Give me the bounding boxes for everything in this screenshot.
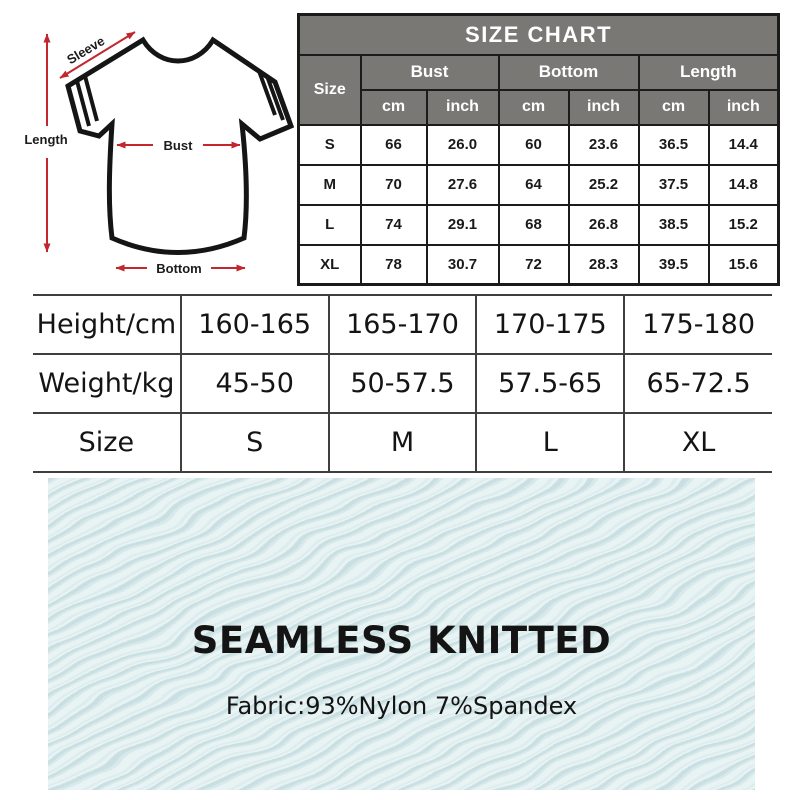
size-cell: L xyxy=(297,203,362,246)
tshirt-outline xyxy=(65,36,295,255)
unit-header: inch xyxy=(425,88,500,126)
value-cell: 37.5 xyxy=(637,163,710,206)
value-cell: 74 xyxy=(359,203,428,246)
size-row-l: L 74 29.1 68 26.8 38.5 15.2 xyxy=(297,203,780,246)
value-cell: L xyxy=(475,413,625,473)
value-cell: 29.1 xyxy=(425,203,500,246)
value-cell: 25.2 xyxy=(567,163,640,206)
value-cell: 38.5 xyxy=(637,203,710,246)
value-cell: 64 xyxy=(497,163,570,206)
bottom-label: Bottom xyxy=(156,261,202,276)
size-column-header: Size xyxy=(297,53,362,126)
value-cell: 27.6 xyxy=(425,163,500,206)
value-cell: 160-165 xyxy=(179,294,329,355)
size-row-m: M 70 27.6 64 25.2 37.5 14.8 xyxy=(297,163,780,206)
left-cuff-stripe-1 xyxy=(75,80,91,127)
value-cell: 30.7 xyxy=(425,243,500,286)
value-cell: 36.5 xyxy=(637,123,710,166)
value-cell: 28.3 xyxy=(567,243,640,286)
right-cuff-stripe-1 xyxy=(265,75,285,121)
value-cell: 15.2 xyxy=(707,203,780,246)
value-cell: 26.8 xyxy=(567,203,640,246)
length-group-header: Length xyxy=(637,53,780,91)
size-row-xl: XL 78 30.7 72 28.3 39.5 15.6 xyxy=(297,243,780,286)
unit-header: inch xyxy=(567,88,640,126)
value-cell: 65-72.5 xyxy=(623,354,772,414)
size-cell: M xyxy=(297,163,362,206)
value-cell: 57.5-65 xyxy=(475,354,625,414)
value-cell: 23.6 xyxy=(567,123,640,166)
value-cell: 78 xyxy=(359,243,428,286)
left-cuff-stripe-2 xyxy=(83,75,99,122)
right-cuff-stripe-2 xyxy=(257,70,277,116)
size-cell: XL xyxy=(297,243,362,286)
height-row: Height/cm 160-165 165-170 170-175 175-18… xyxy=(33,294,772,355)
bust-label: Bust xyxy=(164,138,194,153)
value-cell: 45-50 xyxy=(179,354,329,414)
value-cell: 14.4 xyxy=(707,123,780,166)
row-label: Height/cm xyxy=(33,294,181,355)
unit-header: inch xyxy=(707,88,780,126)
row-label: Size xyxy=(33,413,181,473)
value-cell: 26.0 xyxy=(425,123,500,166)
unit-header: cm xyxy=(497,88,570,126)
value-cell: 14.8 xyxy=(707,163,780,206)
weight-row: Weight/kg 45-50 50-57.5 57.5-65 65-72.5 xyxy=(33,354,772,414)
fit-guide-table: Height/cm 160-165 165-170 170-175 175-18… xyxy=(33,294,772,473)
value-cell: S xyxy=(179,413,329,473)
value-cell: 60 xyxy=(497,123,570,166)
size-chart-title: SIZE CHART xyxy=(297,13,780,56)
value-cell: 50-57.5 xyxy=(327,354,477,414)
size-chart-table: SIZE CHART Size Bust Bottom Length cm in… xyxy=(297,13,781,286)
knitted-fabric-texture xyxy=(48,478,755,790)
length-label: Length xyxy=(24,132,67,147)
value-cell: 175-180 xyxy=(623,294,772,355)
fabric-swatch: SEAMLESS KNITTED Fabric:93%Nylon 7%Spand… xyxy=(48,478,755,790)
unit-header: cm xyxy=(359,88,428,126)
value-cell: XL xyxy=(623,413,772,473)
row-label: Weight/kg xyxy=(33,354,181,414)
value-cell: 70 xyxy=(359,163,428,206)
bust-group-header: Bust xyxy=(359,53,500,91)
fabric-heading: SEAMLESS KNITTED xyxy=(191,619,612,662)
size-cell: S xyxy=(297,123,362,166)
sleeve-arrow xyxy=(59,31,136,79)
value-cell: 72 xyxy=(497,243,570,286)
value-cell: 165-170 xyxy=(327,294,477,355)
value-cell: 66 xyxy=(359,123,428,166)
value-cell: M xyxy=(327,413,477,473)
value-cell: 68 xyxy=(497,203,570,246)
fabric-composition: Fabric:93%Nylon 7%Spandex xyxy=(225,692,578,720)
bottom-group-header: Bottom xyxy=(497,53,640,91)
unit-header: cm xyxy=(637,88,710,126)
value-cell: 15.6 xyxy=(707,243,780,286)
size-row-s: S 66 26.0 60 23.6 36.5 14.4 xyxy=(297,123,780,166)
value-cell: 170-175 xyxy=(475,294,625,355)
tshirt-measurement-diagram: Sleeve Length Bust Bottom xyxy=(24,31,295,276)
size-row: Size S M L XL xyxy=(33,413,772,473)
value-cell: 39.5 xyxy=(637,243,710,286)
